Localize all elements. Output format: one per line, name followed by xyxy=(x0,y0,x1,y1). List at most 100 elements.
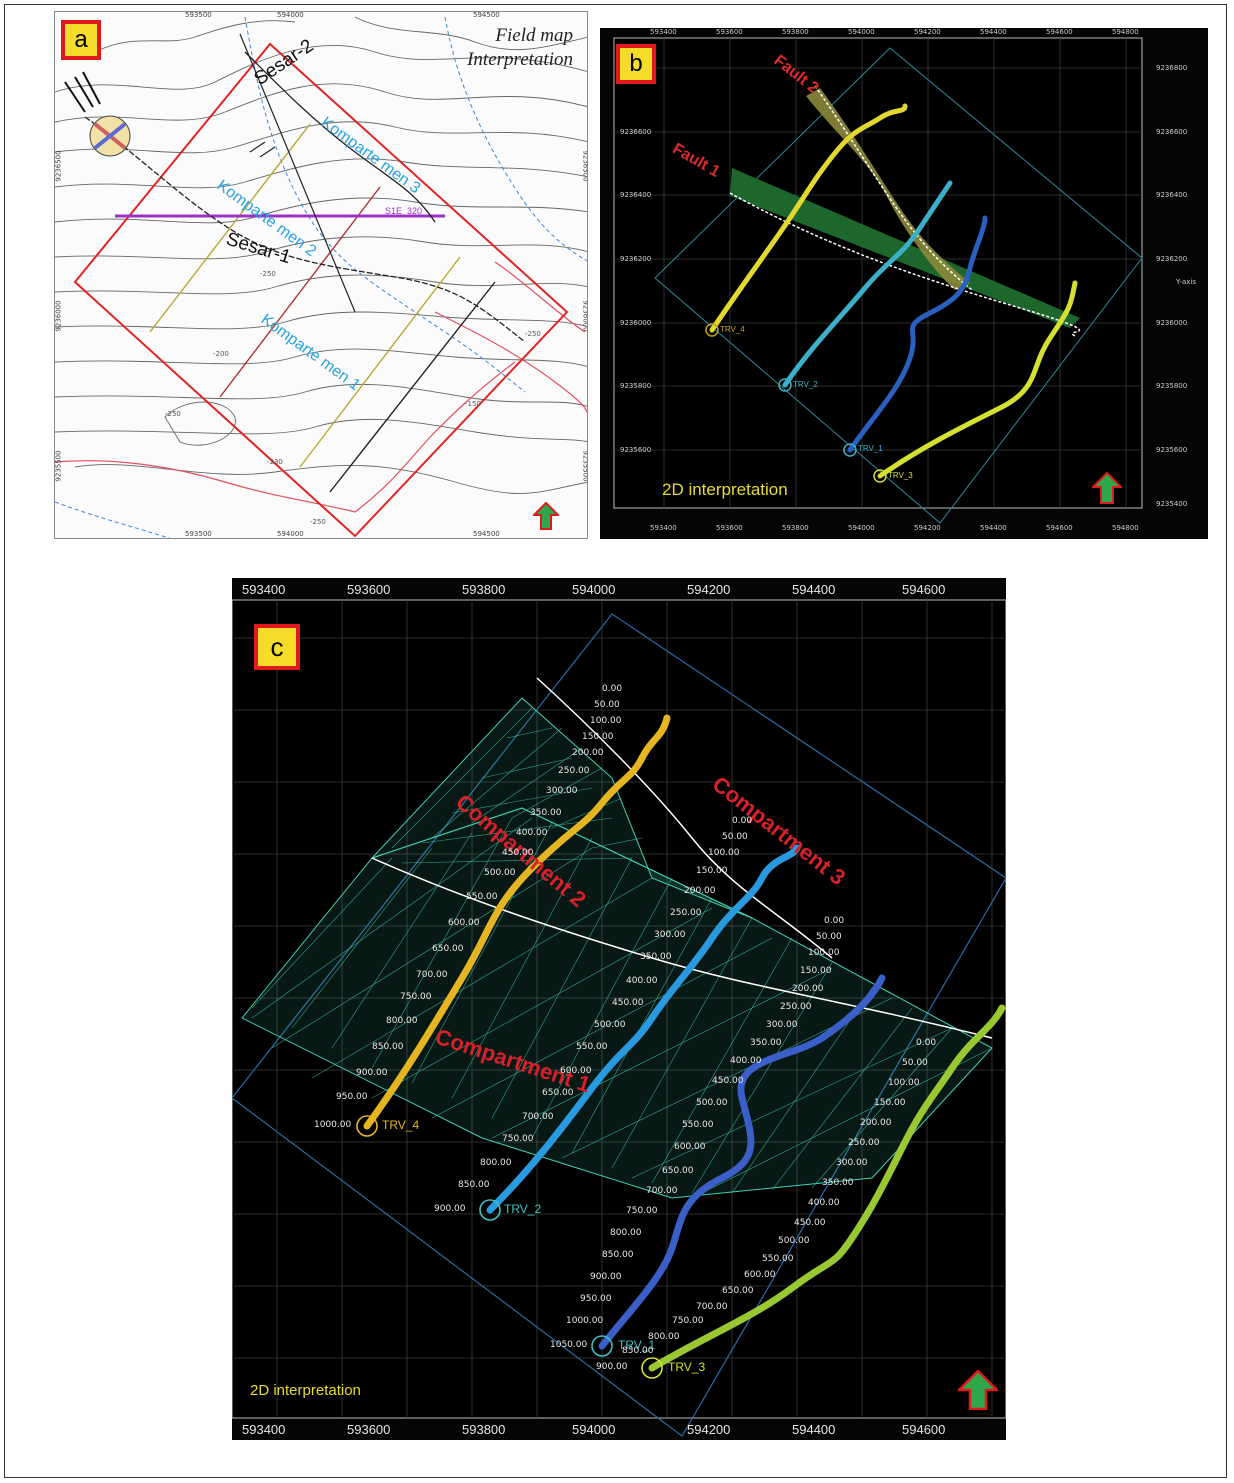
depth-label: 250.00 xyxy=(670,908,702,918)
depth-label: 200.00 xyxy=(684,886,716,896)
x-tick-top: 594200 xyxy=(914,28,941,36)
depth-label: 750.00 xyxy=(502,1134,534,1144)
contour-label: -250 xyxy=(165,410,181,418)
panel-a-badge: a xyxy=(61,20,101,60)
x-tick-top: 593400 xyxy=(650,28,677,36)
depth-label: 650.00 xyxy=(542,1088,574,1098)
depth-label: 600.00 xyxy=(560,1066,592,1076)
depth-label: 650.00 xyxy=(432,944,464,954)
x-tick-bottom: 594200 xyxy=(687,1422,730,1437)
depth-label: 650.00 xyxy=(662,1166,694,1176)
depth-label: 800.00 xyxy=(648,1332,680,1342)
depth-label: 450.00 xyxy=(794,1218,826,1228)
depth-label: 850.00 xyxy=(602,1250,634,1260)
depth-label: 100.00 xyxy=(888,1078,920,1088)
x-tick-bottom: 593600 xyxy=(347,1422,390,1437)
x-tick-top: 594400 xyxy=(980,28,1007,36)
x-tick-top: 593600 xyxy=(716,28,743,36)
x-tick-bottom: 594400 xyxy=(980,524,1007,532)
contour-label: -250 xyxy=(260,270,276,278)
x-tick-top: 593600 xyxy=(347,582,390,597)
depth-label: 900.00 xyxy=(434,1204,466,1214)
depth-label: 550.00 xyxy=(682,1120,714,1130)
depth-label: 300.00 xyxy=(836,1158,868,1168)
x-tick-bottom: 594800 xyxy=(1112,524,1139,532)
panel-c-caption: 2D interpretation xyxy=(250,1382,361,1399)
depth-label: 200.00 xyxy=(792,984,824,994)
panel-b-caption: 2D interpretation xyxy=(662,480,788,500)
y-tick-left: 9236500 xyxy=(55,150,63,181)
depth-label: 500.00 xyxy=(696,1098,728,1108)
depth-label: 700.00 xyxy=(522,1112,554,1122)
y-tick-right: 9236800 xyxy=(1156,64,1187,72)
depth-label: 1000.00 xyxy=(566,1316,603,1326)
field-map-canvas xyxy=(55,12,588,539)
x-tick-top: 594600 xyxy=(1046,28,1073,36)
panel-b-canvas xyxy=(600,28,1208,539)
depth-label: 650.00 xyxy=(722,1286,754,1296)
depth-label: 500.00 xyxy=(594,1020,626,1030)
y-tick-left: 9236600 xyxy=(620,128,651,136)
depth-label: 350.00 xyxy=(750,1038,782,1048)
depth-label: 250.00 xyxy=(848,1138,880,1148)
depth-label: 900.00 xyxy=(596,1362,628,1372)
depth-label: 0.00 xyxy=(732,816,752,826)
depth-label: 450.00 xyxy=(612,998,644,1008)
x-tick-bottom: 594200 xyxy=(914,524,941,532)
well-label-trv3: TRV_3 xyxy=(668,1360,705,1374)
x-tick-top: 594600 xyxy=(902,582,945,597)
depth-label: 550.00 xyxy=(762,1254,794,1264)
depth-label: 150.00 xyxy=(874,1098,906,1108)
panel-b-badge: b xyxy=(616,44,656,84)
depth-label: 600.00 xyxy=(448,918,480,928)
north-arrow-icon xyxy=(958,1370,998,1410)
x-tick-top: 593800 xyxy=(782,28,809,36)
depth-label: 250.00 xyxy=(780,1002,812,1012)
well-label-trv2: TRV_2 xyxy=(793,380,818,389)
panel-a-field-map: a Field map Interpretation 593500 594000… xyxy=(54,11,588,539)
x-tick-top: 594400 xyxy=(792,582,835,597)
survey-lines xyxy=(150,124,495,492)
depth-label: 1000.00 xyxy=(314,1120,351,1130)
depth-label: 300.00 xyxy=(546,786,578,796)
well-label-trv4: TRV_4 xyxy=(382,1118,419,1132)
depth-label: 750.00 xyxy=(400,992,432,1002)
contour-label: -150 xyxy=(465,400,481,408)
depth-label: 550.00 xyxy=(466,892,498,902)
depth-label: 0.00 xyxy=(824,916,844,926)
depth-label: 400.00 xyxy=(626,976,658,986)
depth-label: 850.00 xyxy=(458,1180,490,1190)
depth-label: 800.00 xyxy=(386,1016,418,1026)
depth-label: 400.00 xyxy=(516,828,548,838)
depth-label: 700.00 xyxy=(416,970,448,980)
depth-label: 1050.00 xyxy=(550,1340,587,1350)
x-tick-top: 594000 xyxy=(277,11,304,19)
depth-label: 50.00 xyxy=(594,700,620,710)
depth-label: 900.00 xyxy=(356,1068,388,1078)
depth-label: 400.00 xyxy=(808,1198,840,1208)
x-tick-bottom: 594600 xyxy=(902,1422,945,1437)
well-label-trv2: TRV_2 xyxy=(504,1202,541,1216)
y-tick-left: 9236000 xyxy=(620,319,651,327)
depth-label: 450.00 xyxy=(502,848,534,858)
depth-label: 150.00 xyxy=(696,866,728,876)
x-tick-bottom: 593800 xyxy=(462,1422,505,1437)
depth-label: 200.00 xyxy=(572,748,604,758)
x-tick-top: 594800 xyxy=(1112,28,1139,36)
y-tick-left: 9235800 xyxy=(620,382,651,390)
x-tick-bottom: 594000 xyxy=(572,1422,615,1437)
x-tick-top: 593500 xyxy=(185,11,212,19)
y-tick-right: 9235400 xyxy=(1156,500,1187,508)
depth-label: 350.00 xyxy=(530,808,562,818)
x-tick-bottom: 594400 xyxy=(792,1422,835,1437)
contour-label: -200 xyxy=(213,350,229,358)
y-tick-left: 9235500 xyxy=(55,450,63,481)
depth-label: 850.00 xyxy=(622,1346,654,1356)
depth-label: 950.00 xyxy=(580,1294,612,1304)
depth-label: 100.00 xyxy=(808,948,840,958)
depth-label: 200.00 xyxy=(860,1118,892,1128)
depth-label: 750.00 xyxy=(672,1316,704,1326)
depth-label: 600.00 xyxy=(744,1270,776,1280)
x-tick-bottom: 593500 xyxy=(185,530,212,538)
depth-label: 700.00 xyxy=(696,1302,728,1312)
